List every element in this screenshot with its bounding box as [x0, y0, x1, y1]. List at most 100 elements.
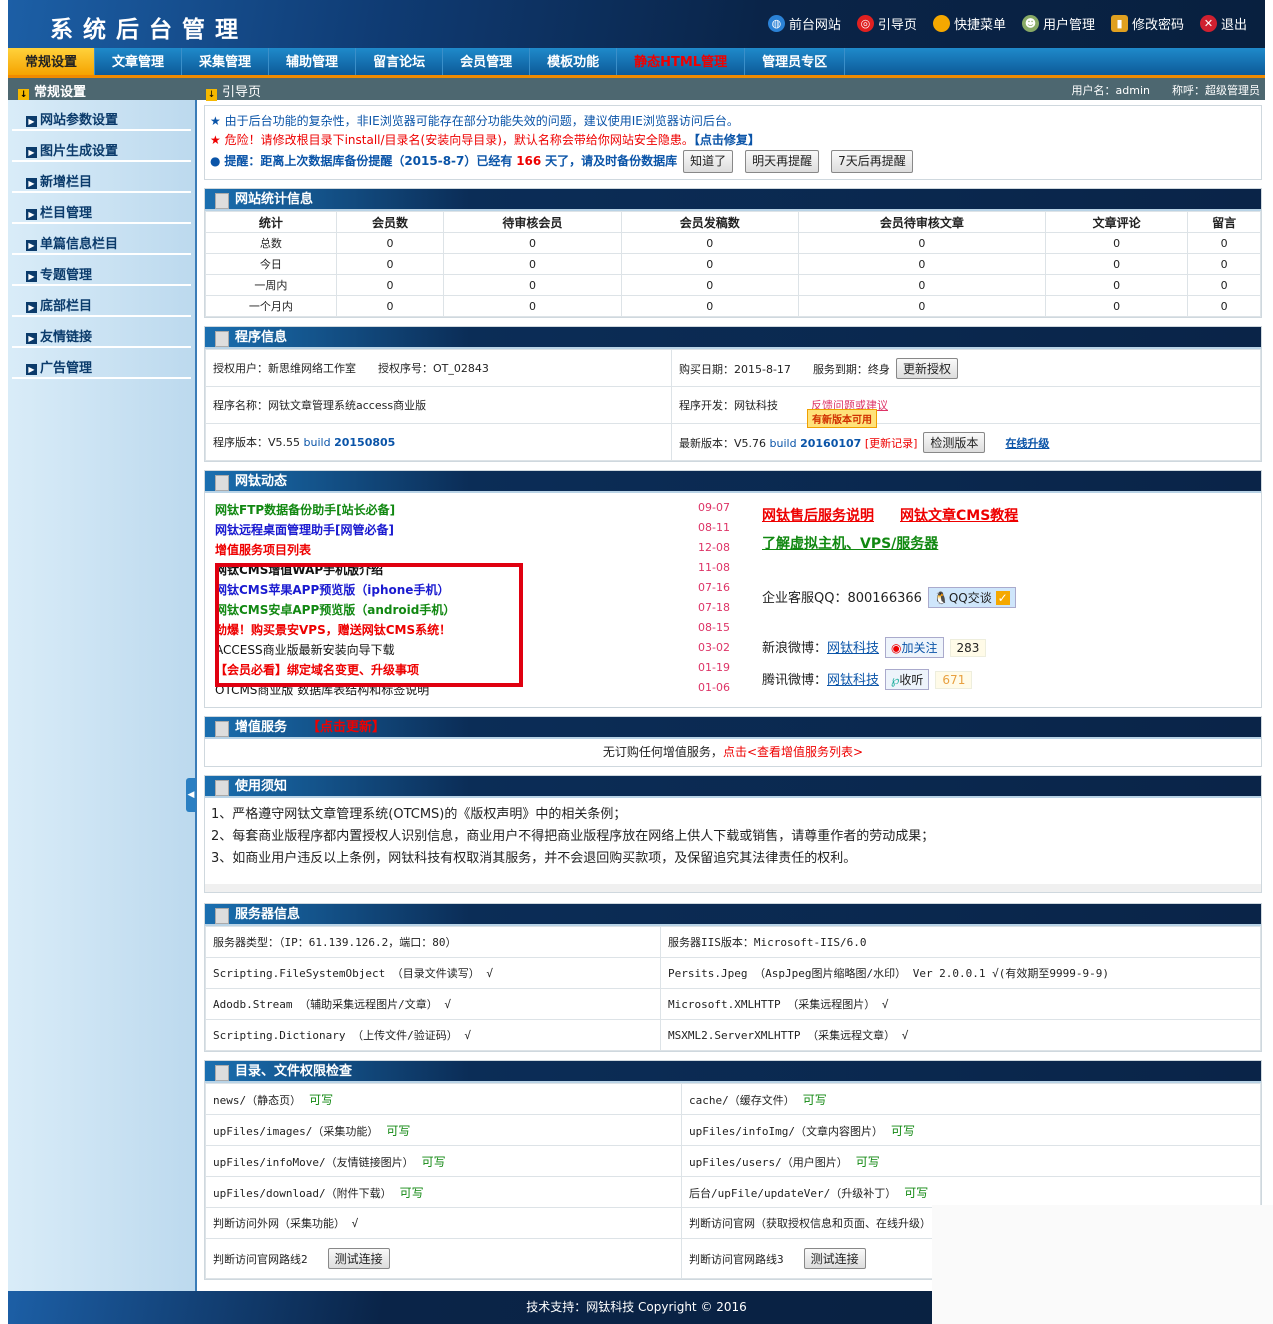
sidebar-item[interactable]: ▶ 底部栏目 [12, 286, 191, 317]
table-row: 总数 0 0 0 0 0 0 [205, 232, 1261, 254]
qq-chat-button[interactable]: 🐧QQ交谈 ✓ [927, 587, 1016, 608]
sidebar-item[interactable]: ▶ 图片生成设置 [12, 131, 191, 162]
table-cell: 总数 [205, 232, 337, 254]
table-cell: 0 [443, 274, 622, 296]
sidebar: ▶ 网站参数设置 ▶ 图片生成设置 ▶ 新增栏目 ▶ 栏目管理 ▶ 单篇信息栏目 ▶ 专题管理 ▶ 底部栏… [8, 100, 197, 1291]
fix-link[interactable]: 【点击修复】 [693, 133, 760, 147]
remind-7days-button[interactable]: 7天后再提醒 [831, 150, 913, 173]
table-cell: 0 [1044, 274, 1189, 296]
sidebar-item[interactable]: ▶ 栏目管理 [12, 193, 191, 224]
sidebar-item[interactable]: ▶ 广告管理 [12, 348, 191, 379]
cms-tutorial-link[interactable]: 网钛文章CMS教程 [900, 508, 1019, 524]
news-section: 网钛动态 网钛FTP数据备份助手[站长必备] 09-07 网钛远程桌面管理助手[网管… [204, 470, 1262, 708]
news-item[interactable]: 网钛CMS安卓APP预览版（android手机） 07-18 [215, 601, 730, 621]
top-link-users[interactable]: ☻ 用户管理 [1021, 14, 1095, 33]
chevron-right-icon: ▶ [26, 147, 37, 158]
server-cell: Scripting.Dictionary （上传文件/验证码） √ [205, 1019, 661, 1051]
news-item[interactable]: 网钛CMS增值WAP手机版介绍 11-08 [215, 561, 730, 581]
sina-follow-button[interactable]: ◉加关注 [885, 637, 944, 658]
server-cell: 服务器类型：（IP：61.139.126.2，端口：80） [205, 926, 661, 958]
nav-static-html[interactable]: 静态HTML管理 [617, 48, 746, 75]
news-item[interactable]: OTCMS商业版 数据库表结构和标签说明 01-06 [215, 681, 730, 701]
server-section: 服务器信息 服务器类型：（IP：61.139.126.2，端口：80） 服务器II… [204, 903, 1262, 1052]
table-cell: 0 [443, 232, 622, 254]
top-link-site[interactable]: ◍ 前台网站 [767, 14, 841, 33]
notice-box: ★ 由于后台功能的复杂性，非IE浏览器可能存在部分功能失效的问题，建议使用IE浏… [204, 105, 1262, 180]
server-cell: 服务器IIS版本：Microsoft-IIS/6.0 [660, 926, 1261, 958]
nav-members[interactable]: 会员管理 [443, 48, 531, 75]
dir-cell: news/（静态页） 可写 [205, 1083, 682, 1115]
table-cell: 0 [335, 295, 445, 317]
app-title: 系统后台管理 [50, 17, 248, 43]
section-header: 服务器信息 [205, 904, 1261, 926]
globe-icon: ◍ [767, 15, 785, 32]
vas-list-link[interactable]: 点击<查看增值服务列表> [722, 745, 864, 759]
news-item[interactable]: 网钛CMS苹果APP预览版（iphone手机） 07-16 [215, 581, 730, 601]
sidebar-title: 常规设置 [34, 85, 87, 100]
sidebar-item[interactable]: ▶ 新增栏目 [12, 162, 191, 193]
test-line3-button[interactable]: 测试连接 [803, 1248, 866, 1269]
table-cell: 一周内 [205, 274, 337, 296]
sidebar-item[interactable]: ▶ 专题管理 [12, 255, 191, 286]
dir-cell: upFiles/users/（用户图片） 可写 [681, 1145, 1261, 1177]
news-item[interactable]: 网钛FTP数据备份助手[站长必备] 09-07 [215, 501, 730, 521]
table-row: upFiles/infoMove/（友情链接图片） 可写 upFiles/users… [205, 1145, 1261, 1177]
after-sales-link[interactable]: 网钛售后服务说明 [762, 508, 874, 524]
table-row: upFiles/images/（采集功能） 可写 upFiles/infoImg/（… [205, 1114, 1261, 1146]
collapse-sidebar-handle[interactable]: ◀ [186, 778, 196, 812]
user-info: 用户名：admin 称呼：超级管理员 [1071, 84, 1260, 97]
nav-articles[interactable]: 文章管理 [95, 48, 183, 75]
news-item[interactable]: ACCESS商业版最新安装向导下载 03-02 [215, 641, 730, 661]
top-link-password[interactable]: ▮ 修改密码 [1110, 14, 1184, 33]
tencent-weibo-icon: ℘ [891, 673, 900, 687]
nav-collect[interactable]: 采集管理 [182, 48, 270, 75]
writable-status: 可写 [855, 1154, 880, 1169]
top-link-logout[interactable]: ✕ 退出 [1199, 14, 1247, 33]
table-row: upFiles/download/（附件下载） 可写 后台/upFile/updat… [205, 1176, 1261, 1208]
arrow-down-icon: ↓ [206, 89, 217, 101]
news-date: 07-18 [698, 601, 730, 614]
table-cell: 0 [443, 295, 622, 317]
section-header: 目录、文件权限检查 [205, 1061, 1261, 1083]
tencent-listen-button[interactable]: ℘收听 [885, 669, 930, 690]
news-item[interactable]: 劲爆！购买景安VPS，赠送网钛CMS系统！ 08-15 [215, 621, 730, 641]
nav-assist[interactable]: 辅助管理 [269, 48, 357, 75]
chevron-right-icon: ▶ [26, 209, 37, 220]
top-link-shortcut[interactable]: 快捷菜单 [932, 14, 1006, 33]
news-item[interactable]: 【会员必看】绑定域名变更、升级事项 01-19 [215, 661, 730, 681]
qq-icon: 🐧 [933, 591, 949, 605]
test-line2-button[interactable]: 测试连接 [327, 1248, 390, 1269]
sina-weibo-link[interactable]: 网钛科技 [827, 641, 880, 656]
online-upgrade-link[interactable]: 在线升级 [1005, 436, 1050, 450]
remind-tomorrow-button[interactable]: 明天再提醒 [745, 150, 820, 173]
sidebar-item[interactable]: ▶ 网站参数设置 [12, 100, 191, 131]
sidebar-item[interactable]: ▶ 单篇信息栏目 [12, 224, 191, 255]
renew-license-button[interactable]: 更新授权 [895, 357, 958, 379]
news-date: 03-02 [698, 641, 730, 654]
table-cell: 0 [335, 232, 445, 254]
feedback-link[interactable]: 反馈问题或建议 [811, 399, 888, 412]
usage-item: 3、如商业用户违反以上条例，网钛科技有权取消其服务，并不会退回购买款项，及保留追… [211, 851, 857, 866]
sidebar-item[interactable]: ▶ 友情链接 [12, 317, 191, 348]
writable-status: 可写 [890, 1123, 915, 1138]
nav-forum[interactable]: 留言论坛 [356, 48, 444, 75]
news-item[interactable]: 网钛远程桌面管理助手[网管必备] 08-11 [215, 521, 730, 541]
nav-templates[interactable]: 模板功能 [530, 48, 618, 75]
lock-icon: ▮ [1110, 15, 1128, 32]
dir-cell: 后台/upFile/updateVer/（升级补丁） 可写 [681, 1176, 1261, 1208]
top-link-guide[interactable]: ◎ 引导页 [856, 14, 917, 33]
section-header: 使用须知 [205, 776, 1261, 798]
shield-icon: ✓ [995, 591, 1010, 605]
column-header: 会员待审核文章 [797, 211, 1046, 233]
refresh-vas-link[interactable]: 【点击更新】 [307, 720, 386, 735]
check-version-button[interactable]: 检测版本 [923, 431, 986, 453]
news-date: 08-11 [698, 521, 730, 534]
table-cell: 0 [335, 253, 445, 275]
nav-admin[interactable]: 管理员专区 [745, 48, 846, 75]
changelog-link[interactable]: [更新记录] [864, 436, 918, 450]
news-item[interactable]: 增值服务项目列表 12-08 [215, 541, 730, 561]
tencent-weibo-link[interactable]: 网钛科技 [827, 673, 880, 688]
nav-general[interactable]: 常规设置 [8, 48, 96, 75]
hosting-link[interactable]: 了解虚拟主机、VPS/服务器 [762, 536, 939, 552]
dismiss-button[interactable]: 知道了 [683, 150, 734, 173]
